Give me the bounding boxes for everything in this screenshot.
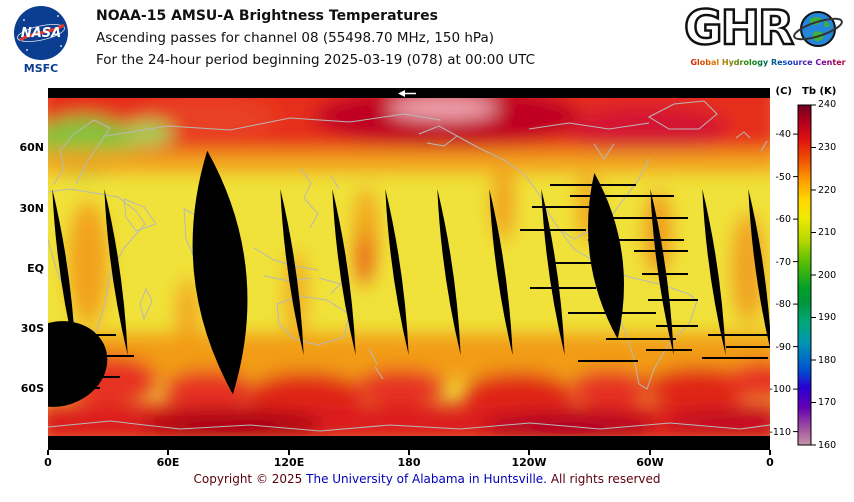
- lat-label-30n: 30N: [19, 202, 44, 215]
- lon-label-120w: 120W: [511, 456, 547, 469]
- ghrc-logo-subtitle: Global Hydrology Resource Center: [682, 58, 854, 67]
- copyright-suffix: All rights reserved: [550, 472, 661, 486]
- cb-k-220: 220: [818, 185, 837, 196]
- x-tick: [408, 450, 410, 455]
- x-tick: [528, 450, 530, 455]
- brightness-temperature-map: [48, 88, 770, 450]
- cb-c-40: -40: [775, 129, 791, 140]
- cb-k-160: 160: [818, 440, 837, 451]
- x-tick: [47, 450, 49, 455]
- subtitle-period: For the 24-hour period beginning 2025-03…: [96, 52, 536, 68]
- msfc-label: MSFC: [23, 62, 59, 75]
- ghrc-logo-text: GHR: [683, 0, 796, 57]
- lon-label-60e: 60E: [156, 456, 180, 469]
- cb-c-60: -60: [775, 214, 791, 225]
- cb-c-90: -90: [775, 342, 791, 353]
- x-tick: [769, 450, 771, 455]
- subtitle-channel: Ascending passes for channel 08 (55498.7…: [96, 30, 494, 46]
- ghrc-globe-icon: [793, 11, 843, 47]
- lon-label-0w: 0: [44, 456, 52, 469]
- cb-k-180: 180: [818, 355, 837, 366]
- colorbar-ticks: [793, 104, 816, 446]
- copyright-prefix: Copyright © 2025: [193, 472, 303, 486]
- cb-c-100: -100: [769, 384, 791, 395]
- lat-label-eq: EQ: [27, 262, 44, 275]
- x-tick: [167, 450, 169, 455]
- copyright-org-link: The University of Alabama in Huntsville.: [306, 472, 547, 486]
- ghrc-logo: GHR: [683, 0, 854, 58]
- lon-label-60w: 60W: [636, 456, 664, 469]
- no-data-swath-gaps: [48, 150, 770, 407]
- cb-k-210: 210: [818, 227, 837, 238]
- cb-k-200: 200: [818, 270, 837, 281]
- cb-k-230: 230: [818, 142, 837, 153]
- cb-k-170: 170: [818, 397, 837, 408]
- lon-label-0e: 0: [766, 456, 774, 469]
- colorbar-celsius-header: (C): [775, 86, 792, 97]
- cb-c-80: -80: [775, 299, 791, 310]
- cb-c-70: -70: [775, 257, 791, 268]
- nasa-logo: NASA: [14, 6, 68, 60]
- cb-c-50: -50: [775, 172, 791, 183]
- lat-label-60s: 60S: [20, 382, 44, 395]
- nasa-red-swoosh: [19, 23, 65, 42]
- x-tick: [649, 450, 651, 455]
- colorbar: [793, 104, 816, 446]
- copyright-line: Copyright © 2025 The University of Alaba…: [0, 472, 854, 486]
- scanline-dropouts: [48, 184, 770, 389]
- coastlines: [48, 100, 770, 432]
- colorbar-kelvin-header: Tb (K): [802, 86, 837, 97]
- lon-label-180: 180: [397, 456, 421, 469]
- pan-left-arrow-icon: [398, 90, 416, 97]
- page-title: NOAA-15 AMSU-A Brightness Temperatures: [96, 8, 438, 24]
- cb-c-110: -110: [769, 427, 791, 438]
- cb-k-240: 240: [818, 99, 837, 110]
- lat-label-30s: 30S: [20, 322, 44, 335]
- nasa-logo-text: NASA: [21, 26, 61, 41]
- south-pole-nodata-strip: [48, 436, 770, 450]
- lon-label-120e: 120E: [273, 456, 305, 469]
- cb-k-190: 190: [818, 312, 837, 323]
- nasa-orbit-ring: [17, 24, 65, 42]
- ghrc-orbit-ring: [793, 17, 843, 41]
- lat-label-60n: 60N: [19, 141, 44, 154]
- x-tick: [288, 450, 290, 455]
